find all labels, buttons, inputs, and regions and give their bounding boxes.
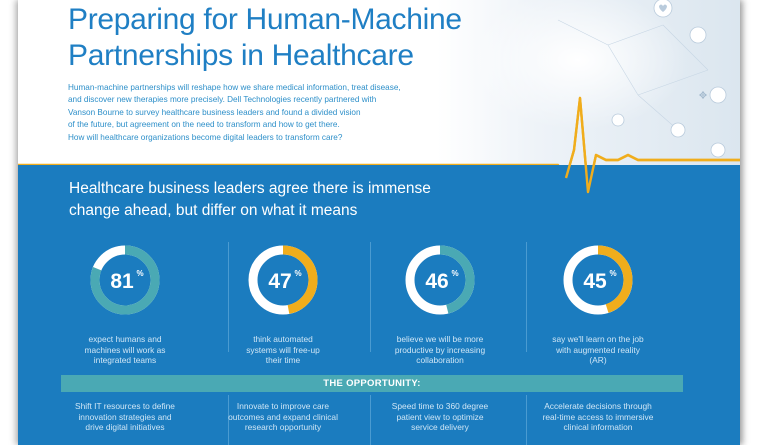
stat-desc-line: machines will work as <box>84 344 166 355</box>
stat-card-3: 46 % believe we will be more productive … <box>365 240 515 366</box>
stat-desc-line: say we'll learn on the job <box>552 334 644 344</box>
stat-value: 81 <box>110 270 134 293</box>
opportunity-line: real-time access to immersive <box>542 411 654 422</box>
opportunity-line: outcomes and expand clinical <box>228 411 338 422</box>
column-divider <box>526 242 527 352</box>
stat-card-2: 47 % think automated systems will free-u… <box>208 240 358 366</box>
opportunity-line: Accelerate decisions through <box>544 401 652 411</box>
intro-line: Human-machine partnerships will reshape … <box>68 83 401 92</box>
stat-unit: % <box>609 269 616 278</box>
opportunity-line: innovation strategies and <box>78 411 172 422</box>
opportunity-line: research opportunity <box>244 422 322 433</box>
stat-unit: % <box>451 269 458 278</box>
intro-line: Vanson Bourne to survey healthcare busin… <box>68 107 361 117</box>
intro-line: How will healthcare organizations become… <box>68 132 343 142</box>
column-divider <box>370 242 371 352</box>
opportunity-line: Innovate to improve care <box>236 401 330 411</box>
stat-desc-line: collaboration <box>416 355 464 366</box>
stat-value: 46 <box>425 270 448 293</box>
intro-line: and discover new therapies more precisel… <box>68 95 377 105</box>
opportunity-item-4: Accelerate decisions through real-time a… <box>523 401 673 433</box>
ring-progress <box>90 245 160 315</box>
stat-description: expect humans and machines will work as … <box>50 334 200 366</box>
ring-progress <box>563 245 633 315</box>
stat-desc-line: with augmented reality <box>556 344 640 355</box>
opportunity-line: patient view to optimize <box>396 411 484 422</box>
stat-unit: % <box>294 269 301 278</box>
stat-unit: % <box>136 269 143 278</box>
opportunity-item-1: Shift IT resources to define innovation … <box>50 401 200 433</box>
opportunity-item-3: Speed time to 360 degree patient view to… <box>365 401 515 433</box>
donut-ring-2: 47 % <box>248 245 318 315</box>
stat-description: think automated systems will free-up the… <box>208 334 358 366</box>
section-headline: Healthcare business leaders agree there … <box>69 178 431 222</box>
opportunity-banner: THE OPPORTUNITY: <box>61 375 683 392</box>
ring-progress <box>248 245 318 315</box>
infographic-page: Preparing for Human-Machine Partnerships… <box>18 0 740 445</box>
stat-desc-line: think automated <box>253 334 313 344</box>
stethoscope-icon <box>611 113 625 127</box>
opportunity-line: Shift IT resources to define <box>75 401 175 411</box>
stat-desc-line: believe we will be more <box>396 334 484 344</box>
stat-desc-line: (AR) <box>589 355 607 366</box>
dna-icon <box>689 26 707 44</box>
opportunity-line: clinical information <box>563 422 633 433</box>
column-divider <box>370 395 371 445</box>
stat-desc-line: expect humans and <box>88 334 162 344</box>
column-divider <box>526 395 527 445</box>
title-line-2: Partnerships in Healthcare <box>68 39 414 72</box>
column-divider <box>228 395 229 445</box>
hospital-icon <box>670 122 686 138</box>
headline-line-2: change ahead, but differ on what it mean… <box>69 202 358 219</box>
title-line-1: Preparing for Human-Machine <box>68 3 462 36</box>
plus-glyph-icon <box>699 91 707 99</box>
opportunity-line: Speed time to 360 degree <box>391 401 489 411</box>
intro-paragraph: Human-machine partnerships will reshape … <box>68 82 528 144</box>
donut-ring-1: 81 % <box>90 245 160 315</box>
headline-line-1: Healthcare business leaders agree there … <box>69 180 431 197</box>
stat-desc-line: their time <box>265 355 301 366</box>
stat-desc-line: integrated teams <box>93 355 157 366</box>
stat-desc-line: systems will free-up <box>246 344 320 355</box>
medical-cross-icon <box>709 86 727 104</box>
donut-ring-3: 46 % <box>405 245 475 315</box>
stat-value: 47 <box>268 270 291 293</box>
page-title: Preparing for Human-Machine Partnerships… <box>68 2 462 74</box>
stat-value: 45 <box>583 270 607 293</box>
opportunity-line: service delivery <box>411 422 469 433</box>
pill-icon <box>710 142 726 158</box>
opportunity-item-2: Innovate to improve care outcomes and ex… <box>208 401 358 433</box>
heart-glyph-icon <box>659 4 667 12</box>
stat-card-4: 45 % say we'll learn on the job with aug… <box>523 240 673 366</box>
ring-progress <box>405 245 475 315</box>
column-divider <box>228 242 229 352</box>
stat-card-1: 81 % expect humans and machines will wor… <box>50 240 200 366</box>
stat-description: say we'll learn on the job with augmente… <box>523 334 673 366</box>
intro-line: of the future, but agreement on the need… <box>68 120 340 130</box>
stat-desc-line: productive by increasing <box>394 344 486 355</box>
stat-description: believe we will be more productive by in… <box>365 334 515 366</box>
opportunity-line: drive digital initiatives <box>85 422 165 433</box>
donut-ring-4: 45 % <box>563 245 633 315</box>
